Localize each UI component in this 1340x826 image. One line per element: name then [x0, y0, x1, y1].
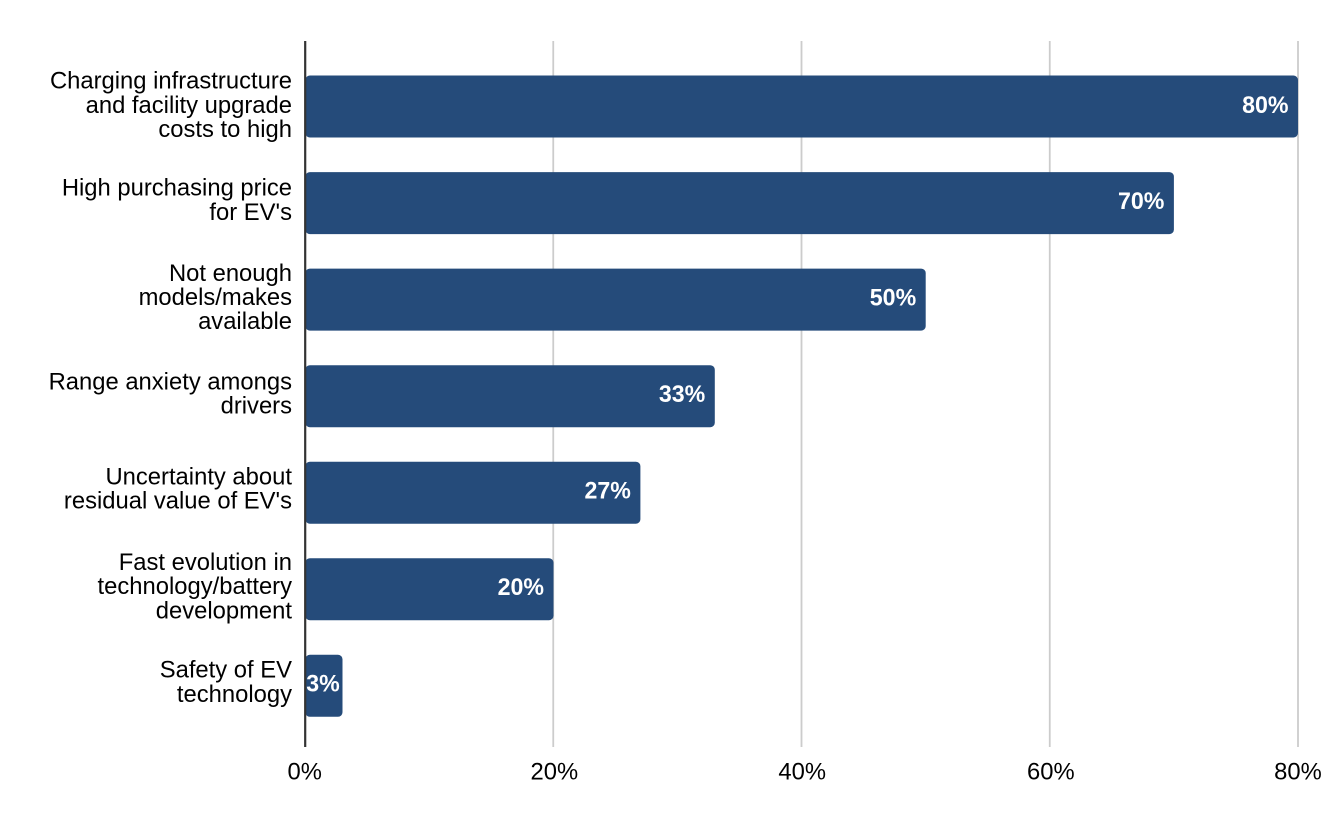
svg-text:0%: 0%: [287, 759, 321, 786]
svg-text:20%: 20%: [498, 574, 545, 601]
svg-text:Uncertainty about: Uncertainty about: [105, 463, 292, 490]
svg-text:27%: 27%: [585, 478, 632, 505]
svg-text:High purchasing price: High purchasing price: [62, 175, 292, 202]
svg-text:drivers: drivers: [221, 392, 293, 419]
svg-text:33%: 33%: [659, 381, 706, 408]
svg-text:technology: technology: [177, 681, 292, 708]
svg-text:costs to high: costs to high: [158, 116, 292, 143]
svg-text:80%: 80%: [1242, 92, 1289, 119]
svg-text:and facility upgrade: and facility upgrade: [86, 92, 292, 119]
svg-text:3%: 3%: [306, 670, 340, 697]
svg-text:Range anxiety amongs: Range anxiety amongs: [49, 368, 293, 395]
svg-text:available: available: [198, 308, 292, 335]
svg-text:80%: 80%: [1274, 759, 1322, 786]
svg-text:technology/battery: technology/battery: [98, 573, 293, 600]
svg-text:Not enough: Not enough: [169, 260, 292, 287]
svg-text:70%: 70%: [1118, 188, 1165, 215]
svg-text:40%: 40%: [778, 759, 826, 786]
svg-text:Safety of EV: Safety of EV: [160, 657, 292, 684]
svg-text:models/makes: models/makes: [139, 284, 293, 311]
svg-text:for EV's: for EV's: [209, 199, 292, 226]
svg-text:Charging infrastructure: Charging infrastructure: [50, 68, 292, 95]
svg-text:Fast evolution in: Fast evolution in: [119, 549, 292, 576]
svg-text:residual value of EV's: residual value of EV's: [64, 487, 292, 514]
svg-text:development: development: [156, 598, 293, 625]
svg-text:60%: 60%: [1027, 759, 1075, 786]
svg-text:50%: 50%: [870, 285, 917, 312]
svg-text:20%: 20%: [530, 759, 578, 786]
